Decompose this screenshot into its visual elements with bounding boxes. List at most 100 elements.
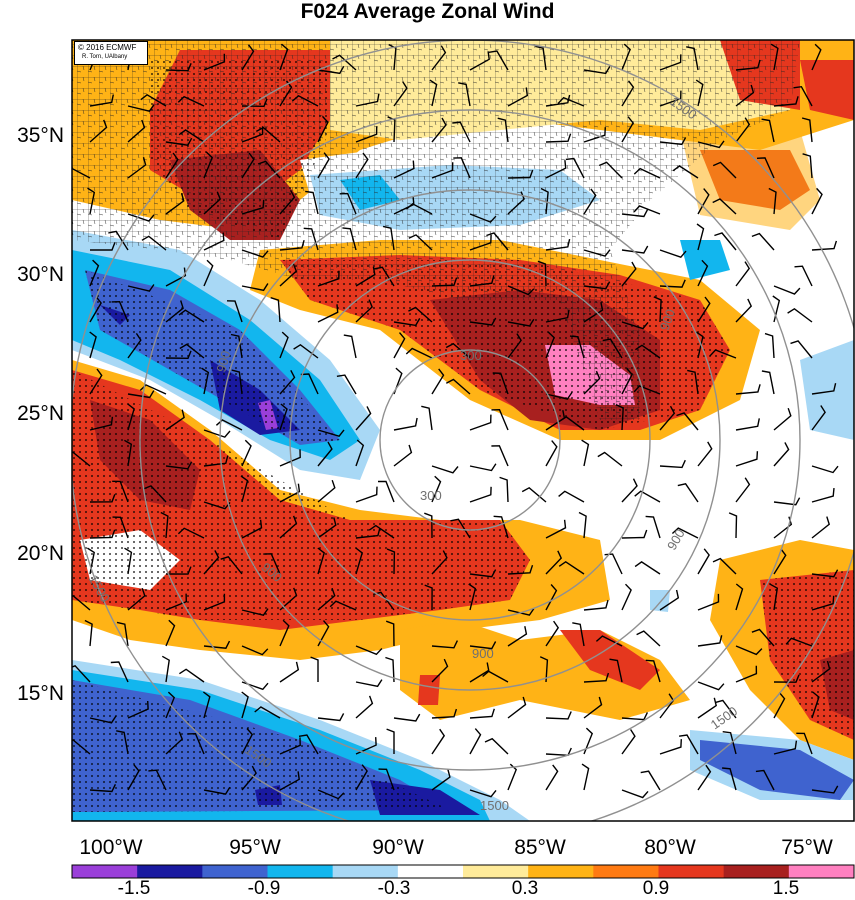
wind-barb: [241, 608, 269, 616]
wind-barb: [431, 658, 449, 683]
wind-barb: [640, 770, 661, 791]
wind-barb: [408, 306, 433, 323]
colorbar-swatch: [267, 865, 334, 878]
wind-barb: [241, 152, 255, 179]
wind-barb: [445, 378, 471, 395]
wind-barb: [659, 589, 680, 611]
wind-barb: [796, 732, 813, 755]
wind-barb: [602, 338, 623, 359]
wind-barb: [160, 511, 169, 539]
wind-barb: [645, 659, 661, 683]
wind-barb: [735, 665, 758, 683]
wind-barb: [735, 298, 753, 323]
wind-barb: [558, 490, 585, 503]
wind-barb: [735, 583, 744, 611]
wind-barb: [89, 94, 114, 107]
lon-label-75w: 75°W: [781, 836, 833, 859]
wind-barb: [583, 727, 594, 755]
wind-barb: [497, 117, 509, 143]
wind-barb: [507, 626, 528, 647]
wind-barb: [583, 281, 611, 290]
wind-barb: [431, 117, 447, 143]
wind-barb: [431, 550, 448, 575]
wind-barb: [621, 368, 633, 395]
wind-barb: [270, 297, 281, 323]
wind-barb: [811, 595, 835, 611]
wind-barb: [279, 263, 298, 287]
wind-barb: [110, 661, 129, 683]
wind-barb: [139, 384, 167, 395]
wind-barb: [355, 679, 383, 688]
wind-barb: [393, 81, 408, 107]
wind-barb: [621, 712, 649, 721]
wind-barb: [165, 152, 179, 179]
wind-barb: [241, 283, 269, 292]
wind-barb: [405, 347, 433, 359]
lat-label-30n: 30°N: [17, 263, 64, 286]
wind-barb: [609, 658, 623, 683]
wind-barb: [241, 44, 255, 71]
credit-box: © 2016 ECMWF R. Torn, UAlbany: [74, 41, 148, 65]
wind-barb: [84, 619, 93, 647]
wind-barb: [469, 569, 497, 578]
colorbar-swatch: [397, 865, 464, 878]
wind-barb: [695, 79, 704, 107]
map-field: [72, 40, 854, 821]
contour-label: 300: [460, 348, 482, 363]
wind-barb: [811, 383, 837, 395]
wind-barb: [545, 550, 563, 575]
wind-barb: [697, 593, 720, 611]
wind-barb: [385, 656, 395, 683]
wind-barb: [279, 771, 300, 791]
lon-label-95w: 95°W: [229, 836, 281, 859]
wind-barb: [317, 587, 336, 611]
wind-barb: [279, 43, 289, 71]
significance-stipple-mexico: [72, 370, 530, 620]
wind-barb: [127, 119, 146, 143]
wind-barb: [241, 519, 263, 539]
wind-barb: [659, 54, 682, 71]
wind-barb: [773, 692, 786, 719]
wind-barb: [241, 765, 257, 791]
wind-barb: [317, 479, 336, 503]
wind-barb: [279, 403, 288, 431]
wind-barb: [279, 189, 296, 215]
wind-barb: [203, 593, 226, 611]
wind-barb: [491, 408, 509, 431]
wind-barb: [179, 668, 205, 683]
wind-barb: [127, 333, 142, 359]
wind-barb: [89, 529, 116, 539]
wind-barb: [696, 223, 705, 251]
wind-barb: [317, 304, 339, 323]
wind-barb: [292, 94, 319, 107]
wind-barb: [165, 619, 176, 647]
contour-label: 1500: [480, 798, 509, 813]
wind-barb: [469, 641, 497, 650]
wind-barb: [279, 369, 296, 395]
wind-barb: [89, 783, 117, 793]
wind-barb: [355, 695, 374, 719]
wind-barb: [545, 764, 559, 791]
wind-barb: [124, 547, 133, 575]
lat-label-25n: 25°N: [17, 402, 64, 425]
wind-barb: [507, 169, 534, 179]
wind-barb: [488, 50, 509, 71]
wind-barb: [393, 444, 413, 467]
wind-barb: [116, 730, 129, 755]
wind-barb: [87, 547, 95, 575]
colorbar-swatch: [202, 865, 268, 878]
wind-barb: [507, 564, 534, 575]
wind-barb: [140, 93, 167, 107]
wind-barb: [634, 561, 661, 575]
wind-barb: [764, 332, 775, 359]
wind-barb: [431, 277, 458, 287]
wind-barb: [557, 96, 585, 107]
wind-barb: [317, 441, 333, 467]
wind-barb: [393, 417, 418, 431]
wind-barb: [241, 728, 254, 755]
wind-barb: [203, 232, 225, 251]
wind-barb: [545, 94, 571, 107]
wind-barb: [801, 117, 813, 143]
wind-barb: [124, 439, 133, 467]
wind-barb: [697, 697, 717, 719]
